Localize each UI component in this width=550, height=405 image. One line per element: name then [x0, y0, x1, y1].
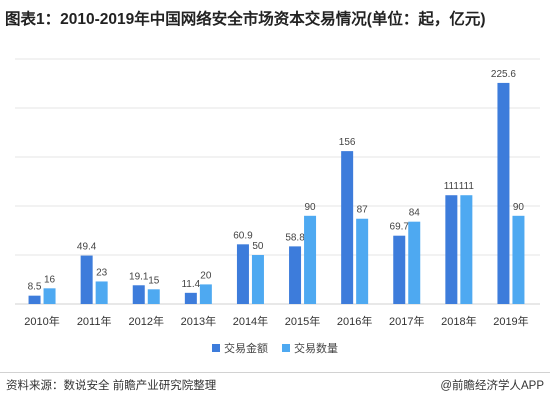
data-label-count: 16 — [44, 274, 56, 285]
data-label-amount: 49.4 — [77, 242, 97, 253]
data-label-count: 23 — [96, 267, 108, 278]
data-label-count: 50 — [252, 241, 264, 252]
bar-amount — [132, 285, 145, 304]
bar-count — [147, 289, 160, 304]
x-tick-label: 2013年 — [181, 314, 216, 328]
x-tick-label: 2016年 — [337, 314, 372, 328]
legend: 交易金额 交易数量 — [0, 341, 550, 355]
data-label-amount: 225.6 — [491, 69, 516, 80]
x-tick-label: 2017年 — [389, 314, 424, 328]
data-label-count: 84 — [409, 208, 421, 219]
data-label-count: 90 — [304, 202, 316, 213]
source-note: 资料来源：数说安全 前瞻产业研究院整理 — [6, 380, 217, 392]
bar-chart: 8.516 2010年 49.4 23 2011年 19.1 15 2012年 11.420 20… — [15, 58, 540, 328]
bar-count — [408, 221, 421, 304]
chart-title: 图表1：2010-2019年中国网络安全市场资本交易情况(单位：起，亿元) — [5, 11, 486, 28]
legend-label-count: 交易数量 — [294, 343, 338, 355]
bar-count — [95, 281, 108, 304]
bar-count — [304, 215, 317, 304]
bar-amount — [236, 244, 249, 304]
legend-item-amount: 交易金额 — [212, 340, 268, 356]
bar-count — [251, 255, 264, 304]
data-label-count: 20 — [200, 270, 212, 281]
data-label-amount: 11.4 — [181, 279, 200, 290]
data-label-amount: 58.8 — [285, 232, 305, 243]
x-tick-label: 2010年 — [24, 314, 59, 328]
bar-amount — [184, 292, 197, 304]
bar-amount — [445, 195, 458, 304]
bar-count — [199, 284, 212, 304]
data-label-amount: 156 — [339, 137, 356, 148]
bar-amount — [393, 235, 406, 304]
x-tick-label: 2019年 — [493, 314, 528, 328]
legend-item-count: 交易数量 — [282, 340, 338, 356]
x-tick-label: 2011年 — [77, 314, 112, 328]
bar-amount — [341, 151, 354, 304]
data-label-amount: 8.5 — [28, 282, 42, 293]
data-label-amount: 69.7 — [390, 222, 410, 233]
legend-swatch-count — [282, 344, 290, 352]
data-label-amount: 60.9 — [233, 230, 253, 241]
data-label-count: 15 — [148, 275, 160, 286]
bar-amount — [289, 246, 302, 304]
x-tick-label: 2012年 — [129, 314, 164, 328]
x-tick-label: 2014年 — [233, 314, 268, 328]
data-label-amount: 19.1 — [129, 271, 149, 282]
bar-amount — [28, 295, 41, 304]
data-label-amount: 111 — [444, 181, 460, 192]
bar-count — [356, 218, 369, 304]
x-tick-label: 2018年 — [441, 314, 476, 328]
legend-label-amount: 交易金额 — [224, 343, 268, 355]
x-tick-label: 2015年 — [285, 314, 320, 328]
footer-divider — [0, 372, 550, 373]
data-label-count: 87 — [357, 205, 369, 216]
bar-count — [43, 288, 56, 304]
bar-amount — [497, 82, 510, 304]
data-label-count: 90 — [513, 202, 525, 213]
data-label-count: 111 — [459, 181, 475, 192]
credit-note: @前瞻经济学人APP — [440, 380, 544, 392]
bar-count — [460, 195, 473, 304]
legend-swatch-amount — [212, 344, 220, 352]
bar-count — [512, 215, 525, 304]
bar-amount — [80, 255, 93, 304]
